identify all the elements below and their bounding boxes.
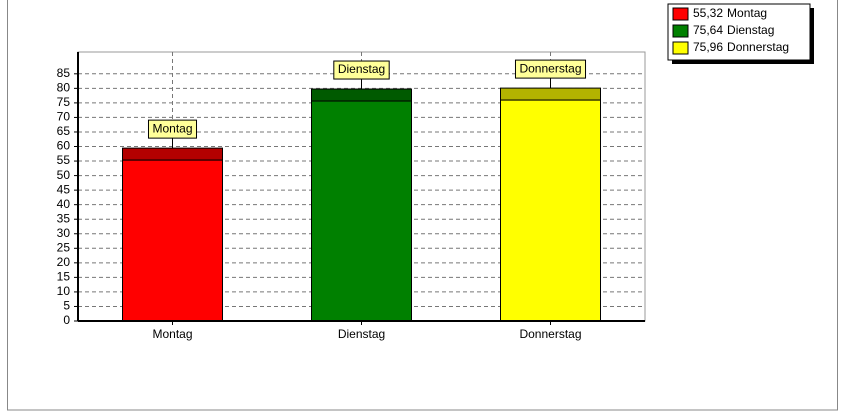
bar-top: [122, 147, 223, 161]
y-tick-label: 60: [57, 139, 71, 153]
y-tick-label: 85: [57, 66, 71, 80]
y-tick-label: 35: [57, 211, 71, 225]
x-tick-label: Montag: [152, 327, 192, 341]
legend-label: Donnerstag: [727, 40, 789, 54]
y-tick-label: 5: [63, 299, 70, 313]
legend-swatch: [672, 7, 689, 21]
legend-value: 75,96: [693, 40, 723, 54]
y-tick-label: 70: [57, 110, 71, 124]
y-tick-label: 20: [57, 255, 71, 269]
annotation-box: [514, 59, 587, 79]
annotation-box: [147, 119, 198, 139]
annotation-text: Donnerstag: [519, 61, 581, 75]
annotation-box: [333, 60, 390, 80]
legend: [667, 3, 811, 61]
y-tick-label: 80: [57, 81, 71, 95]
y-tick-label: 30: [57, 226, 71, 240]
y-tick-label: 10: [57, 284, 71, 298]
bar-top: [500, 87, 601, 101]
bar-top: [311, 88, 412, 102]
annotation-text: Dienstag: [338, 62, 385, 76]
y-tick-label: 0: [63, 313, 70, 327]
legend-label: Montag: [727, 6, 767, 20]
y-tick-label: 45: [57, 182, 71, 196]
bar: [311, 100, 412, 322]
y-tick-label: 25: [57, 240, 71, 254]
x-tick-label: Dienstag: [338, 327, 385, 341]
legend-value: 55,32: [693, 6, 723, 20]
legend-swatch: [672, 41, 689, 55]
legend-swatch: [672, 24, 689, 38]
bar: [500, 99, 601, 322]
y-tick-label: 40: [57, 197, 71, 211]
legend-label: Dienstag: [727, 23, 774, 37]
y-tick-label: 65: [57, 124, 71, 138]
annotation-text: Montag: [152, 121, 192, 135]
x-tick-label: Donnerstag: [519, 327, 581, 341]
y-tick-label: 50: [57, 168, 71, 182]
bar: [122, 159, 223, 322]
y-tick-label: 55: [57, 153, 71, 167]
y-tick-label: 75: [57, 95, 71, 109]
legend-value: 75,64: [693, 23, 723, 37]
y-tick-label: 15: [57, 270, 71, 284]
